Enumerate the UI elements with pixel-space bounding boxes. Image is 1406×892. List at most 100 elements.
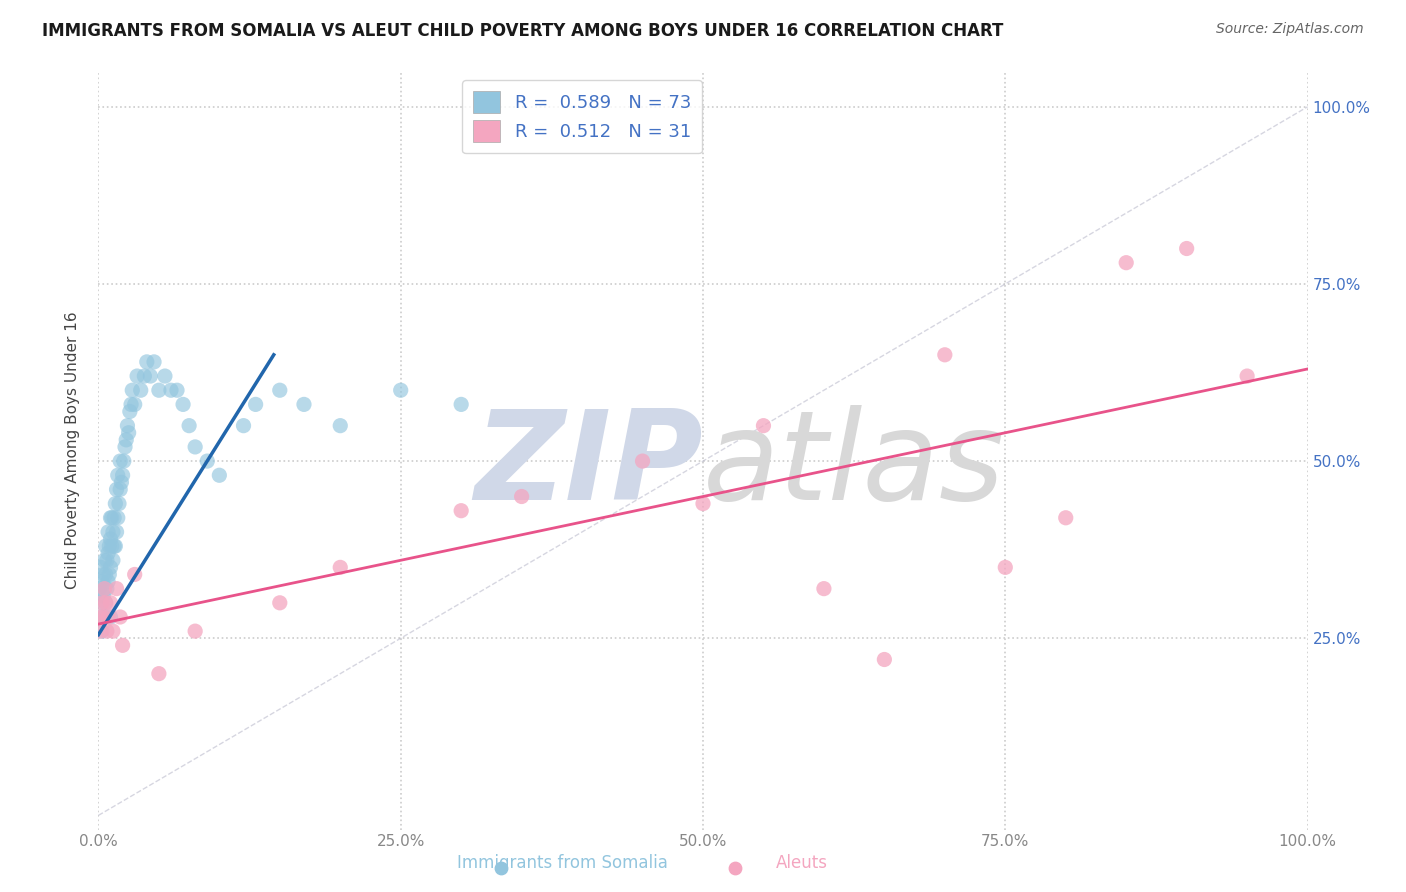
Point: [105, 524, 128, 539]
Point: [148, 666, 170, 681]
Point: [724, 861, 747, 875]
Point: [1054, 510, 1077, 524]
Point: [93, 553, 115, 567]
Point: [91, 589, 114, 603]
Point: [124, 397, 146, 411]
Point: [329, 560, 352, 574]
Point: [90, 560, 112, 574]
Point: [450, 504, 472, 518]
Point: [108, 454, 131, 468]
Point: [631, 454, 654, 468]
Point: [1236, 369, 1258, 384]
Point: [101, 524, 124, 539]
Text: Source: ZipAtlas.com: Source: ZipAtlas.com: [1216, 22, 1364, 37]
Point: [129, 383, 152, 397]
Point: [118, 425, 141, 440]
Point: [692, 497, 714, 511]
Point: [91, 596, 114, 610]
Point: [179, 418, 201, 433]
Point: [91, 624, 114, 639]
Point: [91, 596, 114, 610]
Point: [103, 510, 125, 524]
Point: [389, 383, 412, 397]
Point: [93, 582, 115, 596]
Point: [111, 638, 134, 652]
Point: [269, 383, 291, 397]
Point: [90, 610, 112, 624]
Point: [118, 404, 141, 418]
Point: [117, 418, 139, 433]
Point: [1115, 255, 1137, 269]
Point: [292, 397, 315, 411]
Point: [107, 468, 129, 483]
Point: [153, 369, 176, 384]
Point: [121, 383, 143, 397]
Point: [105, 582, 128, 596]
Point: [114, 440, 136, 454]
Point: [934, 348, 956, 362]
Point: [100, 510, 122, 524]
Point: [111, 468, 134, 483]
Point: [104, 497, 127, 511]
Point: [160, 383, 183, 397]
Point: [245, 397, 267, 411]
Point: [269, 596, 291, 610]
Point: [135, 355, 157, 369]
Point: [184, 624, 207, 639]
Point: [103, 539, 125, 553]
Point: [329, 418, 352, 433]
Point: [510, 490, 533, 504]
Point: [91, 610, 114, 624]
Point: [124, 567, 146, 582]
Point: [112, 454, 135, 468]
Point: [94, 539, 117, 553]
Point: [172, 397, 194, 411]
Point: [97, 574, 120, 589]
Text: Immigrants from Somalia: Immigrants from Somalia: [457, 855, 668, 872]
Point: [96, 624, 118, 639]
Point: [489, 861, 512, 875]
Text: ZIP: ZIP: [474, 405, 703, 526]
Point: [89, 610, 111, 624]
Point: [108, 483, 131, 497]
Point: [107, 510, 129, 524]
Point: [127, 369, 149, 384]
Point: [100, 510, 122, 524]
Point: [100, 539, 122, 553]
Point: [96, 582, 118, 596]
Point: [93, 582, 115, 596]
Point: [100, 596, 122, 610]
Point: [120, 397, 142, 411]
Point: [195, 454, 218, 468]
Point: [873, 652, 896, 666]
Text: atlas: atlas: [703, 405, 1005, 526]
Legend: R =  0.589   N = 73, R =  0.512   N = 31: R = 0.589 N = 73, R = 0.512 N = 31: [463, 80, 702, 153]
Point: [104, 539, 127, 553]
Point: [450, 397, 472, 411]
Point: [994, 560, 1017, 574]
Point: [93, 610, 115, 624]
Point: [101, 553, 124, 567]
Point: [143, 355, 166, 369]
Point: [97, 524, 120, 539]
Point: [100, 532, 122, 546]
Point: [89, 582, 111, 596]
Y-axis label: Child Poverty Among Boys Under 16: Child Poverty Among Boys Under 16: [65, 311, 80, 590]
Text: Aleuts: Aleuts: [776, 855, 827, 872]
Point: [100, 610, 122, 624]
Point: [139, 369, 162, 384]
Point: [1175, 242, 1198, 256]
Point: [98, 567, 121, 582]
Point: [115, 433, 138, 447]
Point: [98, 539, 121, 553]
Point: [110, 475, 132, 490]
Point: [94, 567, 117, 582]
Point: [94, 596, 117, 610]
Point: [752, 418, 775, 433]
Point: [813, 582, 835, 596]
Point: [184, 440, 207, 454]
Point: [148, 383, 170, 397]
Point: [105, 483, 128, 497]
Point: [232, 418, 254, 433]
Point: [94, 596, 117, 610]
